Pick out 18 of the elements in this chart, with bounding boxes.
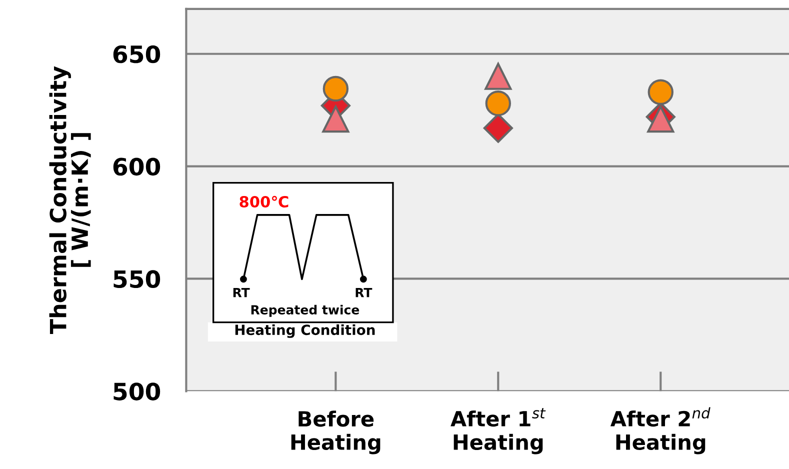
point	[322, 106, 350, 133]
point	[485, 90, 512, 116]
y-tick-label: 600	[113, 158, 160, 176]
point	[648, 79, 674, 105]
point	[484, 62, 512, 90]
y-axis-title: Thermal Conductivity [ W/(m·K) ]	[49, 66, 91, 334]
point	[322, 76, 349, 102]
annotation: Heating Condition	[235, 324, 375, 338]
x-tick-label: Before Heating	[291, 410, 380, 454]
annotation: Repeated twice	[251, 304, 360, 317]
annotation: 800℃	[240, 196, 288, 208]
annotation: RT	[356, 288, 372, 298]
x-tick-label: After 2$^{nd}$ Heating	[610, 407, 710, 454]
annotation: RT	[233, 288, 250, 298]
y-tick-label: 550	[114, 270, 160, 288]
y-tick-label: 650	[113, 45, 160, 64]
x-tick-label: After 1$^{st}$ Heating	[450, 408, 546, 454]
y-tick-label: 500	[114, 382, 160, 400]
